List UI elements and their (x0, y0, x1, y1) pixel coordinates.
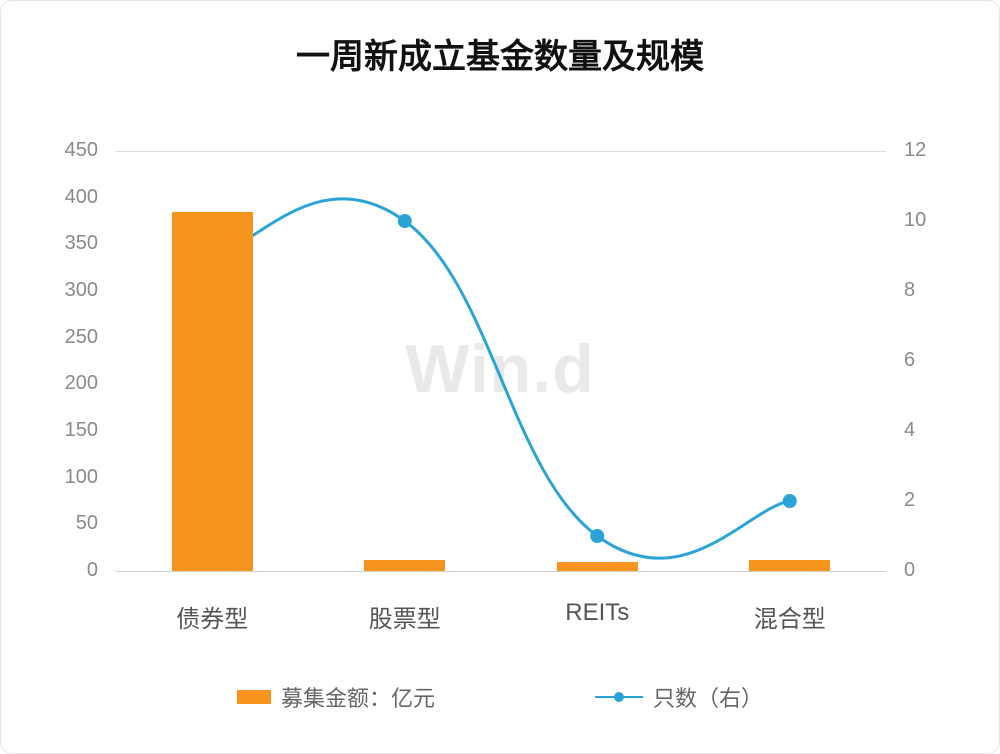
chart-container: 一周新成立基金数量及规模 Win.d 050100150200250300350… (0, 0, 1000, 754)
y-right-tick-label: 6 (904, 349, 964, 372)
y-right-tick-label: 12 (904, 139, 964, 162)
y-left-tick-label: 0 (38, 559, 98, 582)
legend-label-bar: 募集金额：亿元 (281, 681, 435, 713)
legend-line-icon (595, 692, 643, 702)
y-right-tick-label: 8 (904, 279, 964, 302)
y-left-tick-label: 100 (38, 466, 98, 489)
legend-item-bar: 募集金额：亿元 (237, 681, 435, 713)
y-left-tick-label: 250 (38, 326, 98, 349)
x-category-label: 股票型 (309, 599, 502, 634)
line-path (212, 199, 790, 558)
y-right-tick-label: 0 (904, 559, 964, 582)
y-right-tick-label: 10 (904, 209, 964, 232)
legend-item-line: 只数（右） (595, 681, 763, 713)
bar (557, 562, 638, 571)
line-marker (783, 494, 797, 508)
x-category-label: 混合型 (694, 599, 887, 634)
x-category-label: 债券型 (116, 599, 309, 634)
y-right-tick-label: 4 (904, 419, 964, 442)
line-marker (398, 214, 412, 228)
y-left-tick-label: 50 (38, 512, 98, 535)
x-axis-line (116, 571, 886, 572)
plot-area: 050100150200250300350400450024681012债券型股… (116, 151, 886, 571)
chart-title: 一周新成立基金数量及规模 (1, 29, 999, 78)
line-marker (590, 529, 604, 543)
bar (364, 560, 445, 571)
grid-top-line (116, 151, 886, 152)
y-left-tick-label: 450 (38, 139, 98, 162)
legend-swatch-bar-icon (237, 690, 271, 704)
x-category-label: REITs (501, 599, 694, 627)
y-left-tick-label: 300 (38, 279, 98, 302)
legend: 募集金额：亿元 只数（右） (1, 681, 999, 713)
legend-label-line: 只数（右） (653, 681, 763, 713)
y-left-tick-label: 200 (38, 372, 98, 395)
bar (749, 560, 830, 571)
y-left-tick-label: 400 (38, 186, 98, 209)
y-right-tick-label: 2 (904, 489, 964, 512)
y-left-tick-label: 150 (38, 419, 98, 442)
bar (172, 212, 253, 571)
y-left-tick-label: 350 (38, 232, 98, 255)
